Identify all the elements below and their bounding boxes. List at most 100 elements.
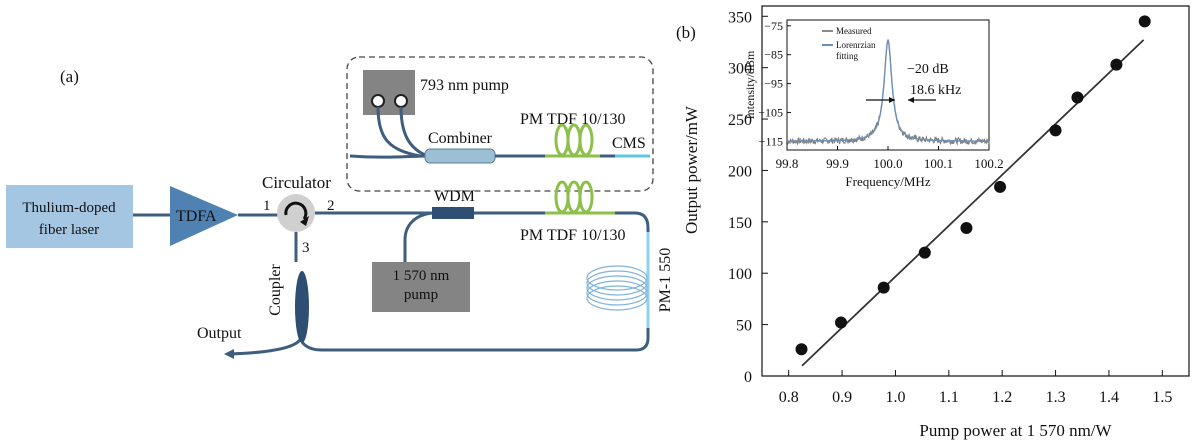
cms-label: CMS: [612, 135, 646, 152]
chart-panel: (b) 0.8 0.9 1.0 1.1 1.2 1.3 1.4 1.5 0 50 100 150 200…: [676, 5, 1190, 440]
inset-x-tick-label: 100.2: [974, 156, 1003, 171]
inset-y-tick-label: −95: [764, 77, 783, 91]
circulator-label: Circulator: [262, 173, 331, 192]
pump-1570-box: [372, 262, 470, 312]
x-tick-label: 1.5: [1152, 389, 1172, 406]
arrowhead-icon: [889, 97, 895, 103]
x-tick-label: 1.2: [992, 389, 1012, 406]
inset-y-axis-label: Intensity/dBm: [743, 50, 757, 119]
annotation-20db: −20 dB: [907, 62, 949, 77]
data-point: [918, 246, 931, 259]
pump-793-label: 793 nm pump: [420, 77, 509, 94]
fiber: [403, 211, 433, 262]
legend-fit-line-1: Lorenrzian: [836, 40, 876, 50]
tdf-mid-label: PM TDF 10/130: [520, 227, 626, 244]
x-tick-label: 0.9: [832, 389, 852, 406]
inset-x-axis-label: Frequency/MHz: [845, 174, 930, 189]
panel-a-label: (a): [60, 67, 79, 86]
data-point: [1110, 58, 1123, 71]
y-tick-label: 150: [728, 215, 752, 232]
data-point: [1138, 15, 1151, 28]
panel-b-label: (b): [676, 23, 696, 42]
data-point: [1071, 91, 1084, 104]
tdf-top-label: PM TDF 10/130: [520, 111, 626, 128]
output-fiber: [229, 338, 302, 356]
data-point: [960, 222, 973, 234]
inset-y-tick-label: −85: [764, 48, 783, 62]
y-tick-label: 300: [728, 61, 752, 78]
port-1-label: 1: [263, 198, 271, 214]
legend-fit-line-2: fitting: [836, 51, 858, 61]
fiber-spool-icon: [586, 265, 648, 311]
fiber: [615, 211, 650, 232]
inset-y-tick-label: −75: [764, 19, 783, 33]
inset-chart: 99.8 99.9 100.0 100.1 100.2 −75 −85 −95 −105 −115…: [743, 19, 1004, 189]
tdfa-icon: [170, 186, 238, 246]
pump-port-icon: [394, 94, 408, 108]
x-tick-label: 1.1: [939, 389, 959, 406]
y-tick-label: 0: [744, 369, 752, 386]
y-tick-label: 350: [728, 9, 752, 26]
x-tick-label: 1.3: [1046, 389, 1066, 406]
x-tick-label: 0.8: [779, 389, 799, 406]
coupler-icon: [295, 271, 309, 343]
data-point: [795, 343, 808, 356]
fit-line: [801, 39, 1145, 367]
output-arrow-icon: [224, 349, 234, 359]
x-tick-label: 1.0: [885, 389, 905, 406]
legend-measured: Measured: [836, 26, 872, 36]
inset-x-tick-label: 100.1: [924, 156, 953, 171]
main-plot-frame: [761, 5, 1190, 377]
data-point: [877, 281, 890, 294]
data-point: [1049, 124, 1062, 137]
output-label: Output: [197, 325, 242, 342]
lorentzian-fit-trace: [786, 38, 990, 142]
laser-label-2: fiber laser: [39, 222, 99, 238]
arrowhead-icon: [908, 97, 914, 103]
tdf-coil-icon: [545, 180, 615, 215]
inset-x-tick-label: 99.8: [776, 156, 799, 171]
coupler-label: Coupler: [267, 264, 284, 316]
circulator-arrow-icon: [284, 201, 308, 220]
wdm-icon: [432, 207, 474, 219]
combiner-icon: [424, 148, 496, 164]
pump-fiber: [376, 106, 421, 158]
inset-x-tick-label: 99.9: [826, 156, 849, 171]
pump-1570-label-2: pump: [404, 287, 438, 303]
pump-1570-label-1: 1 570 nm: [393, 268, 450, 284]
tdf-coil-icon: [545, 123, 600, 158]
laser-box: [6, 185, 133, 248]
x-axis-label: Pump power at 1 570 nm/W: [919, 421, 1112, 440]
data-point: [834, 316, 847, 329]
y-tick-label: 250: [728, 112, 752, 129]
main-chart: 0.8 0.9 1.0 1.1 1.2 1.3 1.4 1.5 0 50 100 150 200 250 3…: [682, 9, 1172, 440]
port-3-label: 3: [302, 240, 310, 256]
inset-y-tick-label: −105: [758, 105, 783, 119]
circulator-icon: [277, 194, 315, 232]
schematic-panel: (a) 793 nm pump Combiner PM TDF 10/130 C…: [6, 56, 674, 359]
x-tick-label: 1.4: [1099, 389, 1119, 406]
fiber: [300, 328, 650, 352]
y-axis-label: Output power/mW: [682, 105, 701, 234]
signal-fiber: [349, 154, 426, 159]
y-tick-label: 50: [736, 318, 752, 335]
data-point: [994, 180, 1007, 193]
pm1550-label: PM-1 550: [657, 248, 674, 312]
pump-793-box: [363, 70, 415, 115]
pump-793-text: 793 nm pump: [420, 77, 509, 94]
circulator-arrowhead-icon: [300, 216, 309, 226]
annotation-linewidth: 18.6 kHz: [910, 83, 961, 98]
dashed-cavity-box: [346, 56, 654, 192]
pump-port-icon: [371, 94, 385, 108]
y-tick-label: 200: [728, 163, 752, 180]
port-2-label: 2: [327, 198, 335, 214]
tdfa-label: TDFA: [176, 208, 217, 225]
combiner-label: Combiner: [428, 130, 493, 147]
pump-fiber: [399, 106, 426, 157]
laser-label-1: Thulium-doped: [22, 200, 116, 216]
inset-x-tick-label: 100.0: [873, 156, 902, 171]
inset-y-tick-label: −115: [759, 134, 783, 148]
y-tick-label: 100: [728, 266, 752, 283]
wdm-label: WDM: [434, 188, 475, 205]
